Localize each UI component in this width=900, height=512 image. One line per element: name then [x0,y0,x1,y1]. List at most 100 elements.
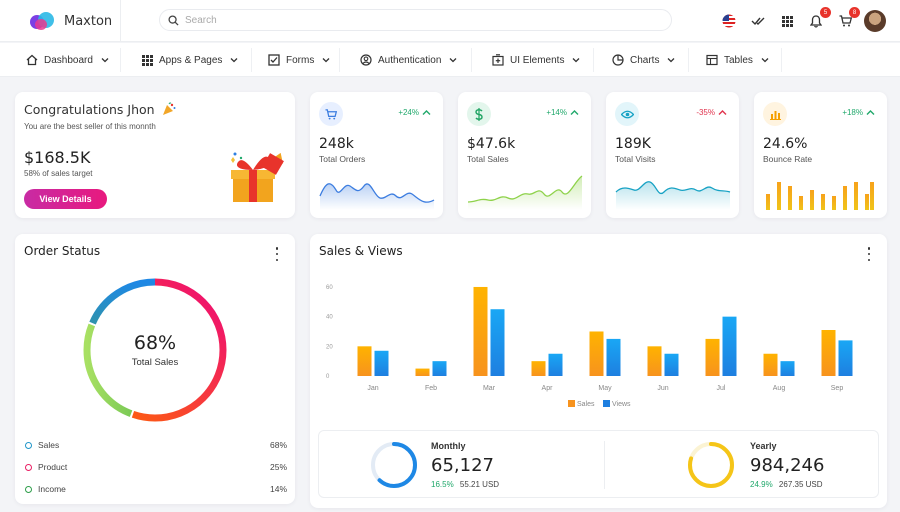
nav-item-label: UI Elements [510,54,565,66]
legend-marker [568,400,575,407]
chevron-down-icon [449,58,457,63]
sparkline-chart [615,181,731,210]
language-flag-icon[interactable] [720,12,738,30]
congrats-title: Congratulations Jhon [24,102,176,117]
chevron-up-icon [570,110,579,115]
sparkline-chart [467,175,583,210]
stat-label: Total Sales [467,154,509,164]
nav-item-charts[interactable]: Charts [606,48,689,72]
x-tick-label: Sep [831,385,844,392]
legend-row-income: Income 14% [25,482,287,496]
bar-views [548,353,563,376]
cart-icon[interactable]: 8 [836,7,860,30]
congrats-title-text: Congratulations Jhon [24,102,155,117]
nav-item-label: Authentication [378,54,442,66]
legend-marker [25,485,32,493]
bar-sales [415,368,430,376]
stat-value: 24.6% [763,136,808,152]
order-status-donut [83,278,227,422]
view-details-button[interactable]: View Details [24,189,107,209]
bar-views [838,340,853,376]
trend-value: +14% [546,108,567,117]
search-input[interactable] [185,14,645,26]
legend-row-product: Product 25% [25,460,287,474]
more-options-icon[interactable] [274,247,280,261]
summary-usd: 267.35 USD [778,480,823,489]
nav-item-dashboard[interactable]: Dashboard [20,48,121,72]
dollar-icon [467,102,491,126]
bar-sales [705,338,720,376]
grid-icon [141,54,153,66]
apps-grid-icon[interactable] [778,12,796,30]
legend-label: Sales [38,440,60,450]
notification-badge: 5 [820,7,831,18]
stat-label: Bounce Rate [763,154,813,164]
search-icon [168,14,179,26]
bar-sales [821,330,836,376]
stat-label: Total Visits [615,154,656,164]
order-status-card: Order Status 68% Total Sales Sales 68% P… [15,234,295,504]
double-check-icon[interactable] [749,12,767,30]
y-tick-label: 0 [326,374,330,380]
bar-chart-icon [763,102,787,126]
summary-panel: Monthly 65,127 16.5% 55.21 USD Yearly 98… [318,430,879,498]
congrats-card: Congratulations Jhon You are the best se… [15,92,295,218]
brand[interactable]: Maxton [0,0,121,42]
table-icon [706,54,718,66]
nav-item-forms[interactable]: Forms [262,48,340,72]
nav-item-tables[interactable]: Tables [700,48,782,72]
legend-row-sales: Sales 68% [25,438,287,452]
y-tick-label: 40 [326,315,333,321]
stat-label: Total Orders [319,154,366,164]
brand-logo-icon [30,12,56,30]
summary-pct: 16.5% [431,480,454,489]
donut-center-label: Total Sales [131,357,179,368]
bar-sales [473,286,488,376]
progress-ring [371,442,417,488]
chevron-up-icon [718,110,727,115]
x-tick-label: May [598,385,612,392]
chevron-down-icon [667,58,675,63]
summary-label: Yearly [750,441,777,451]
party-popper-icon [162,102,176,115]
y-tick-label: 60 [326,285,333,291]
bar-sales [763,353,778,376]
bar-views [722,316,737,376]
x-tick-label: Jan [367,385,378,392]
notification-bell-icon[interactable]: 5 [807,7,831,30]
sales-views-card: Sales & Views 0 20 40 60 Jan Feb Mar Apr May Jun J… [310,234,887,508]
legend-marker [25,441,32,449]
nav-item-authentication[interactable]: Authentication [354,48,472,72]
more-options-icon[interactable] [866,247,872,261]
summary-value: 65,127 [431,455,494,476]
bar-views [664,353,679,376]
congrats-amount: $168.5K [24,148,91,167]
main-nav: Dashboard Apps & Pages Forms Authenticat… [0,43,900,77]
user-avatar[interactable] [864,10,886,32]
bar-views [780,361,795,376]
eye-icon [615,102,639,126]
nav-item-label: Forms [286,54,315,66]
nav-item-apps-pages[interactable]: Apps & Pages [135,48,252,72]
donut-center-value: 68% [133,332,177,354]
gift-box-icon [231,152,284,202]
cart-icon [319,102,343,126]
brand-name: Maxton [64,13,113,29]
x-tick-label: Jul [717,385,726,392]
stat-card-total-sales: +14% $47.6k Total Sales [458,92,591,218]
legend-marker [25,463,32,471]
search-bar[interactable] [159,9,672,31]
legend-label: Views [612,401,631,408]
chevron-down-icon [322,58,330,63]
trend-indicator: +24% [398,108,431,117]
checkbox-icon [268,54,280,66]
bar-sales [357,346,372,376]
nav-item-label: Charts [630,54,660,66]
trend-value: -35% [696,108,715,117]
y-tick-label: 20 [326,344,333,350]
nav-item-ui-elements[interactable]: UI Elements [486,48,594,72]
stat-card-total-orders: +24% 248k Total Orders [310,92,443,218]
legend-label: Sales [577,401,595,408]
stat-value: 248k [319,136,354,152]
legend-marker [603,400,610,407]
